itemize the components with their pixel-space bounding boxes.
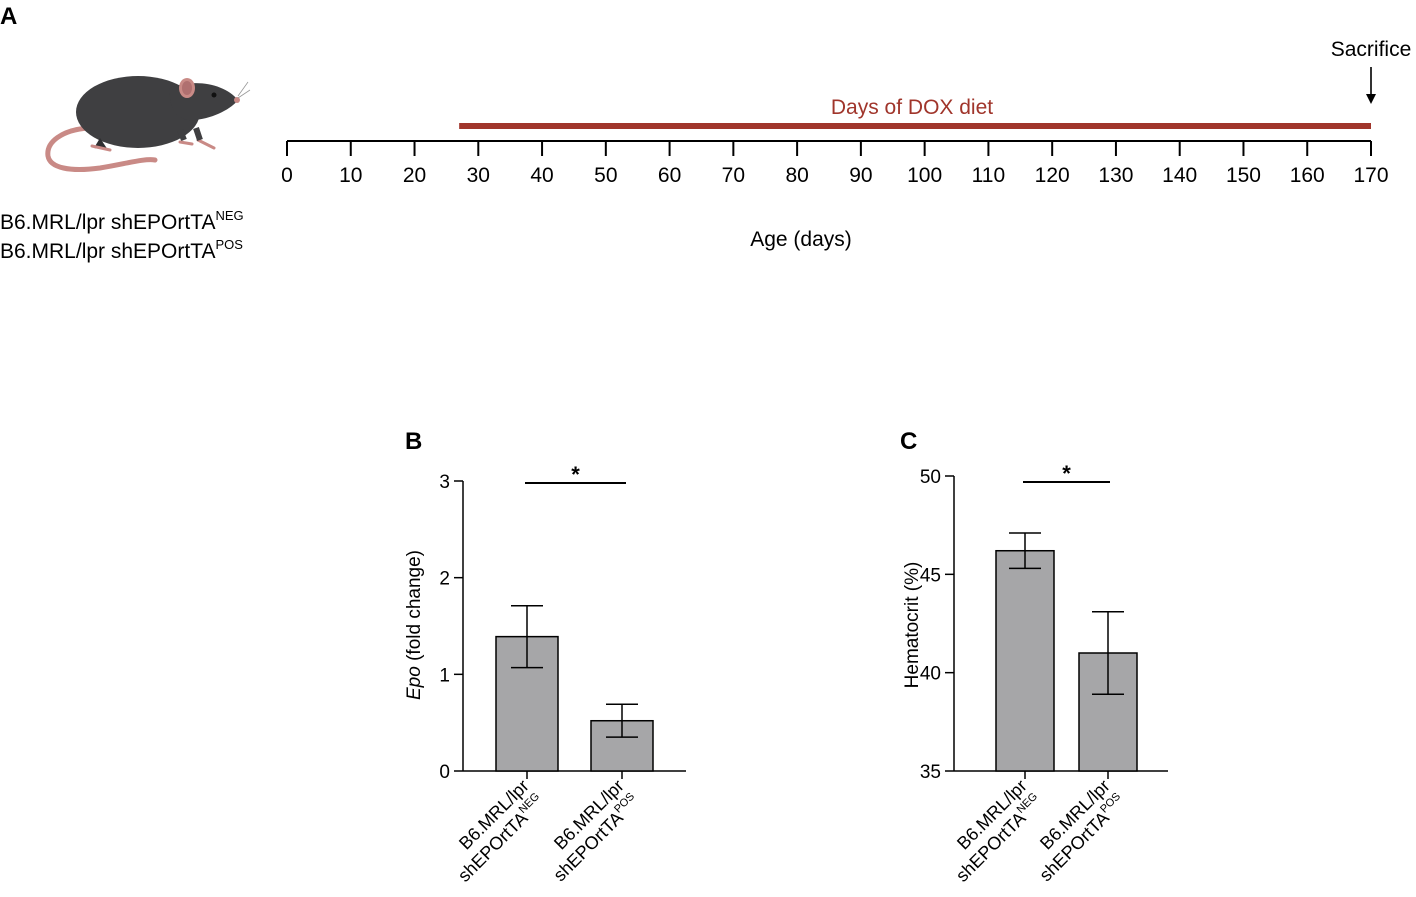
error-bar (1009, 532, 1041, 570)
timeline-ticks: 0 10 20 30 40 50 60 70 80 90 100 110 120 130 140 150 160… (281, 141, 1389, 187)
error-bar (606, 703, 638, 738)
significance-star: * (1062, 461, 1071, 486)
panel-b-label: B (405, 428, 422, 455)
y-tick-label: 45 (920, 565, 941, 586)
timeline-tick-label: 150 (1226, 164, 1261, 187)
significance-marker: * (1023, 461, 1110, 486)
y-tick-label: 50 (920, 467, 941, 488)
timeline-tick-label: 30 (467, 164, 490, 187)
timeline-tick-label: 60 (658, 164, 681, 187)
timeline-tick-label: 170 (1353, 164, 1388, 187)
chart-c-plot: 35 40 45 50 B6.MRL/lprshEPOrtTANEGB6.MRL/lpr… (920, 461, 1168, 886)
timeline-tick-label: 50 (594, 164, 617, 187)
timeline-tick-label: 160 (1290, 164, 1325, 187)
timeline-tick-label: 110 (972, 164, 1005, 187)
timeline-tick-label: 130 (1098, 164, 1133, 187)
timeline-tick-label: 120 (1035, 164, 1070, 187)
timeline-tick-label: 40 (530, 164, 553, 187)
timeline-tick-label: 10 (339, 164, 362, 187)
y-tick-label: 40 (920, 664, 941, 685)
strain-label-pos: B6.MRL/lpr shEPOrtTAPOS (0, 237, 243, 263)
timeline-axis-label: Age (days) (750, 228, 852, 251)
sacrifice-arrow-head (1366, 94, 1376, 104)
chart-b: B Epo (fold change) 0 1 2 3 B6.MRL/lprshEPOr… (404, 428, 686, 886)
timeline-tick-label: 90 (849, 164, 872, 187)
mouse-icon (45, 76, 251, 172)
timeline-tick-label: 100 (907, 164, 942, 187)
timeline-tick-label: 80 (785, 164, 808, 187)
bar (995, 549, 1055, 772)
timeline-tick-label: 140 (1162, 164, 1197, 187)
timeline-tick-label: 20 (403, 164, 426, 187)
timeline-tick-label: 0 (281, 164, 293, 187)
panel-a: A B6.MRL/lpr shEPOrtTANEG B6.MRL/lpr shE… (0, 3, 1411, 263)
significance-star: * (571, 462, 580, 487)
dox-diet-label: Days of DOX diet (831, 96, 993, 119)
chart-b-ylabel: Epo (fold change) (404, 550, 425, 700)
y-tick-label: 35 (920, 762, 941, 783)
y-tick-label: 3 (439, 472, 450, 493)
error-bar (511, 604, 543, 669)
chart-c: C Hematocrit (%) 35 40 45 50 B6.MRL/lprshEPO… (900, 428, 1168, 886)
panel-c-label: C (900, 428, 917, 455)
timeline-tick-label: 70 (722, 164, 745, 187)
chart-c-ylabel: Hematocrit (%) (902, 562, 923, 689)
significance-marker: * (525, 462, 626, 487)
y-tick-label: 0 (439, 762, 450, 783)
panel-a-label: A (0, 3, 17, 30)
sacrifice-label: Sacrifice (1331, 38, 1412, 61)
y-tick-label: 2 (439, 569, 450, 590)
error-bar (1092, 610, 1124, 696)
strain-label-neg: B6.MRL/lpr shEPOrtTANEG (0, 208, 244, 234)
y-tick-label: 1 (439, 665, 450, 686)
